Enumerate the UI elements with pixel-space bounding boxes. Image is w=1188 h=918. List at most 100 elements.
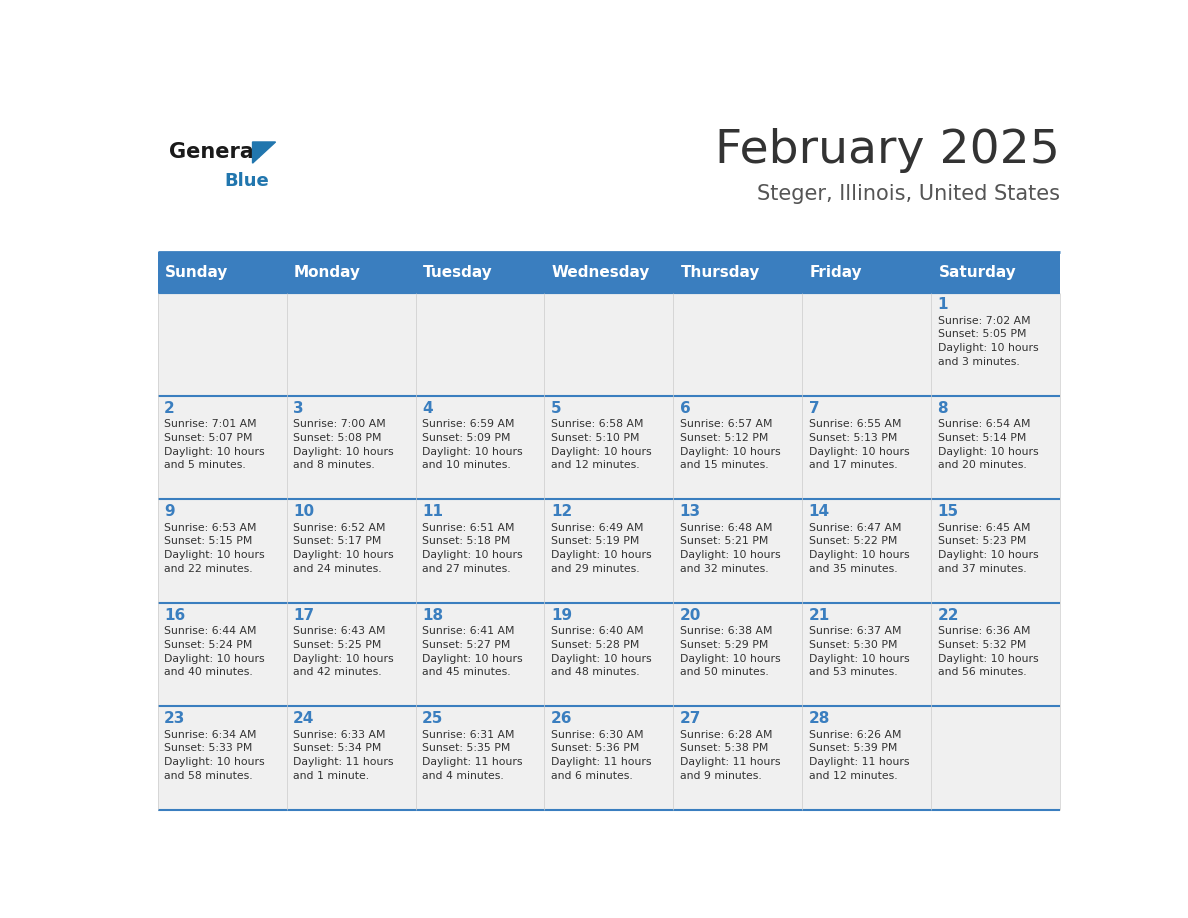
Text: February 2025: February 2025 <box>715 128 1060 173</box>
FancyBboxPatch shape <box>158 499 286 603</box>
Text: 13: 13 <box>680 505 701 520</box>
Text: 8: 8 <box>937 401 948 416</box>
FancyBboxPatch shape <box>931 396 1060 499</box>
FancyBboxPatch shape <box>158 603 286 707</box>
FancyBboxPatch shape <box>158 252 1060 293</box>
FancyBboxPatch shape <box>802 707 931 810</box>
Text: 25: 25 <box>422 711 443 726</box>
Text: 26: 26 <box>551 711 573 726</box>
Text: 19: 19 <box>551 608 571 623</box>
Text: Sunrise: 6:52 AM
Sunset: 5:17 PM
Daylight: 10 hours
and 24 minutes.: Sunrise: 6:52 AM Sunset: 5:17 PM Dayligh… <box>293 523 393 574</box>
Text: Sunrise: 7:00 AM
Sunset: 5:08 PM
Daylight: 10 hours
and 8 minutes.: Sunrise: 7:00 AM Sunset: 5:08 PM Dayligh… <box>293 420 393 470</box>
Text: Sunrise: 6:57 AM
Sunset: 5:12 PM
Daylight: 10 hours
and 15 minutes.: Sunrise: 6:57 AM Sunset: 5:12 PM Dayligh… <box>680 420 781 470</box>
FancyBboxPatch shape <box>674 396 802 499</box>
FancyBboxPatch shape <box>802 499 931 603</box>
FancyBboxPatch shape <box>286 499 416 603</box>
FancyBboxPatch shape <box>674 707 802 810</box>
FancyBboxPatch shape <box>158 396 286 499</box>
Text: Wednesday: Wednesday <box>551 264 650 279</box>
FancyBboxPatch shape <box>416 396 544 499</box>
FancyBboxPatch shape <box>544 396 674 499</box>
FancyBboxPatch shape <box>158 293 286 396</box>
Text: 27: 27 <box>680 711 701 726</box>
FancyBboxPatch shape <box>416 603 544 707</box>
Text: Sunrise: 6:47 AM
Sunset: 5:22 PM
Daylight: 10 hours
and 35 minutes.: Sunrise: 6:47 AM Sunset: 5:22 PM Dayligh… <box>809 523 909 574</box>
FancyBboxPatch shape <box>286 396 416 499</box>
FancyBboxPatch shape <box>544 707 674 810</box>
Text: Sunrise: 6:54 AM
Sunset: 5:14 PM
Daylight: 10 hours
and 20 minutes.: Sunrise: 6:54 AM Sunset: 5:14 PM Dayligh… <box>937 420 1038 470</box>
Text: 3: 3 <box>293 401 304 416</box>
Text: Sunday: Sunday <box>165 264 228 279</box>
Text: Sunrise: 7:02 AM
Sunset: 5:05 PM
Daylight: 10 hours
and 3 minutes.: Sunrise: 7:02 AM Sunset: 5:05 PM Dayligh… <box>937 316 1038 366</box>
Text: 1: 1 <box>937 297 948 312</box>
Text: Sunrise: 6:44 AM
Sunset: 5:24 PM
Daylight: 10 hours
and 40 minutes.: Sunrise: 6:44 AM Sunset: 5:24 PM Dayligh… <box>164 626 265 677</box>
FancyBboxPatch shape <box>286 293 416 396</box>
Text: Saturday: Saturday <box>939 264 1016 279</box>
Text: Sunrise: 7:01 AM
Sunset: 5:07 PM
Daylight: 10 hours
and 5 minutes.: Sunrise: 7:01 AM Sunset: 5:07 PM Dayligh… <box>164 420 265 470</box>
FancyBboxPatch shape <box>931 293 1060 396</box>
FancyBboxPatch shape <box>674 293 802 396</box>
Text: 9: 9 <box>164 505 175 520</box>
Text: 18: 18 <box>422 608 443 623</box>
Text: 24: 24 <box>293 711 315 726</box>
FancyBboxPatch shape <box>674 499 802 603</box>
FancyBboxPatch shape <box>286 707 416 810</box>
FancyBboxPatch shape <box>802 396 931 499</box>
FancyBboxPatch shape <box>931 603 1060 707</box>
Text: Friday: Friday <box>809 264 862 279</box>
Text: Thursday: Thursday <box>681 264 760 279</box>
Text: Tuesday: Tuesday <box>423 264 493 279</box>
Text: Blue: Blue <box>225 172 268 190</box>
Text: Sunrise: 6:40 AM
Sunset: 5:28 PM
Daylight: 10 hours
and 48 minutes.: Sunrise: 6:40 AM Sunset: 5:28 PM Dayligh… <box>551 626 651 677</box>
Text: 10: 10 <box>293 505 314 520</box>
Text: Sunrise: 6:38 AM
Sunset: 5:29 PM
Daylight: 10 hours
and 50 minutes.: Sunrise: 6:38 AM Sunset: 5:29 PM Dayligh… <box>680 626 781 677</box>
Text: Steger, Illinois, United States: Steger, Illinois, United States <box>757 185 1060 205</box>
Text: 17: 17 <box>293 608 314 623</box>
Text: 14: 14 <box>809 505 829 520</box>
Text: Sunrise: 6:34 AM
Sunset: 5:33 PM
Daylight: 10 hours
and 58 minutes.: Sunrise: 6:34 AM Sunset: 5:33 PM Dayligh… <box>164 730 265 780</box>
FancyBboxPatch shape <box>544 499 674 603</box>
FancyBboxPatch shape <box>931 707 1060 810</box>
Text: Sunrise: 6:43 AM
Sunset: 5:25 PM
Daylight: 10 hours
and 42 minutes.: Sunrise: 6:43 AM Sunset: 5:25 PM Dayligh… <box>293 626 393 677</box>
Text: Sunrise: 6:30 AM
Sunset: 5:36 PM
Daylight: 11 hours
and 6 minutes.: Sunrise: 6:30 AM Sunset: 5:36 PM Dayligh… <box>551 730 651 780</box>
FancyBboxPatch shape <box>931 499 1060 603</box>
Text: Sunrise: 6:55 AM
Sunset: 5:13 PM
Daylight: 10 hours
and 17 minutes.: Sunrise: 6:55 AM Sunset: 5:13 PM Dayligh… <box>809 420 909 470</box>
Text: Sunrise: 6:53 AM
Sunset: 5:15 PM
Daylight: 10 hours
and 22 minutes.: Sunrise: 6:53 AM Sunset: 5:15 PM Dayligh… <box>164 523 265 574</box>
Text: Sunrise: 6:37 AM
Sunset: 5:30 PM
Daylight: 10 hours
and 53 minutes.: Sunrise: 6:37 AM Sunset: 5:30 PM Dayligh… <box>809 626 909 677</box>
Text: 16: 16 <box>164 608 185 623</box>
FancyBboxPatch shape <box>416 499 544 603</box>
Text: Sunrise: 6:49 AM
Sunset: 5:19 PM
Daylight: 10 hours
and 29 minutes.: Sunrise: 6:49 AM Sunset: 5:19 PM Dayligh… <box>551 523 651 574</box>
Text: Sunrise: 6:31 AM
Sunset: 5:35 PM
Daylight: 11 hours
and 4 minutes.: Sunrise: 6:31 AM Sunset: 5:35 PM Dayligh… <box>422 730 523 780</box>
Text: General: General <box>169 142 260 162</box>
FancyBboxPatch shape <box>802 293 931 396</box>
Text: Sunrise: 6:36 AM
Sunset: 5:32 PM
Daylight: 10 hours
and 56 minutes.: Sunrise: 6:36 AM Sunset: 5:32 PM Dayligh… <box>937 626 1038 677</box>
FancyBboxPatch shape <box>286 603 416 707</box>
Text: Sunrise: 6:48 AM
Sunset: 5:21 PM
Daylight: 10 hours
and 32 minutes.: Sunrise: 6:48 AM Sunset: 5:21 PM Dayligh… <box>680 523 781 574</box>
Text: Monday: Monday <box>293 264 361 279</box>
Text: 21: 21 <box>809 608 830 623</box>
Text: Sunrise: 6:58 AM
Sunset: 5:10 PM
Daylight: 10 hours
and 12 minutes.: Sunrise: 6:58 AM Sunset: 5:10 PM Dayligh… <box>551 420 651 470</box>
Text: 28: 28 <box>809 711 830 726</box>
Text: Sunrise: 6:41 AM
Sunset: 5:27 PM
Daylight: 10 hours
and 45 minutes.: Sunrise: 6:41 AM Sunset: 5:27 PM Dayligh… <box>422 626 523 677</box>
Text: 23: 23 <box>164 711 185 726</box>
Text: Sunrise: 6:59 AM
Sunset: 5:09 PM
Daylight: 10 hours
and 10 minutes.: Sunrise: 6:59 AM Sunset: 5:09 PM Dayligh… <box>422 420 523 470</box>
FancyBboxPatch shape <box>674 603 802 707</box>
Text: Sunrise: 6:28 AM
Sunset: 5:38 PM
Daylight: 11 hours
and 9 minutes.: Sunrise: 6:28 AM Sunset: 5:38 PM Dayligh… <box>680 730 781 780</box>
Text: 5: 5 <box>551 401 562 416</box>
Text: Sunrise: 6:45 AM
Sunset: 5:23 PM
Daylight: 10 hours
and 37 minutes.: Sunrise: 6:45 AM Sunset: 5:23 PM Dayligh… <box>937 523 1038 574</box>
Polygon shape <box>253 142 276 163</box>
Text: 20: 20 <box>680 608 701 623</box>
Text: 11: 11 <box>422 505 443 520</box>
Text: 22: 22 <box>937 608 959 623</box>
Text: 12: 12 <box>551 505 573 520</box>
Text: Sunrise: 6:33 AM
Sunset: 5:34 PM
Daylight: 11 hours
and 1 minute.: Sunrise: 6:33 AM Sunset: 5:34 PM Dayligh… <box>293 730 393 780</box>
FancyBboxPatch shape <box>416 293 544 396</box>
FancyBboxPatch shape <box>544 603 674 707</box>
FancyBboxPatch shape <box>544 293 674 396</box>
Text: 4: 4 <box>422 401 432 416</box>
Text: 2: 2 <box>164 401 175 416</box>
FancyBboxPatch shape <box>802 603 931 707</box>
FancyBboxPatch shape <box>158 707 286 810</box>
FancyBboxPatch shape <box>416 707 544 810</box>
Text: Sunrise: 6:26 AM
Sunset: 5:39 PM
Daylight: 11 hours
and 12 minutes.: Sunrise: 6:26 AM Sunset: 5:39 PM Dayligh… <box>809 730 909 780</box>
